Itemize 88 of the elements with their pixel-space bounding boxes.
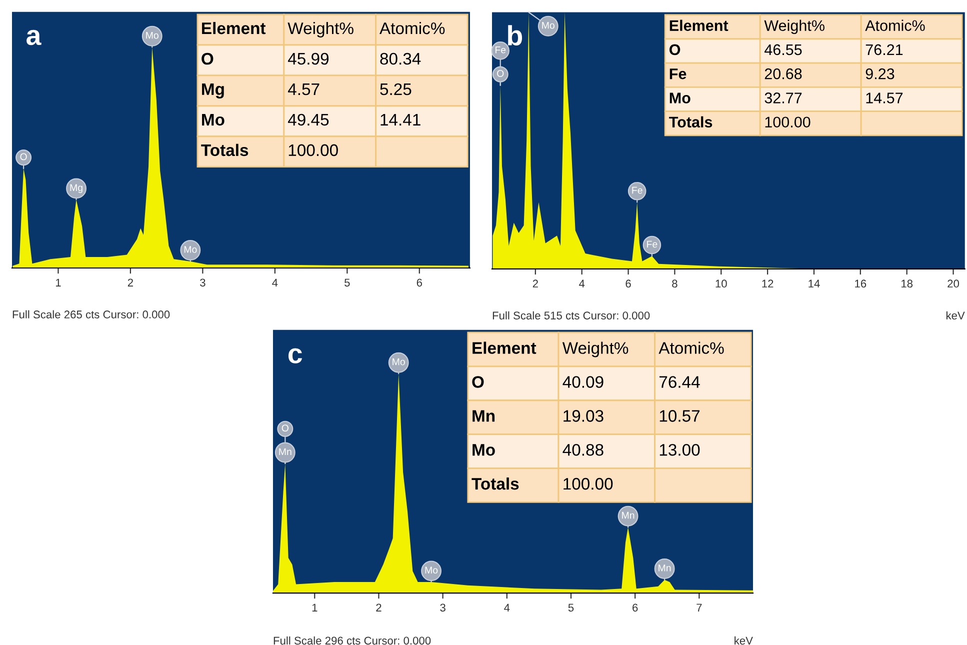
annotation: Fe: [495, 46, 506, 54]
annotation: Mo: [472, 444, 495, 456]
annotation: Totals: [472, 477, 519, 490]
annotation: Mo: [425, 566, 438, 574]
x-tick-label: 18: [902, 280, 913, 288]
x-tick-label: 3: [200, 278, 206, 287]
annotation: Mo: [146, 32, 158, 39]
x-tick-label: 12: [762, 280, 774, 288]
text: Element: [472, 342, 536, 354]
x-tick-label: 8: [672, 280, 678, 288]
annotation: Fe: [647, 240, 658, 248]
annotation: 14.41: [380, 114, 420, 126]
annotation: 100.00: [765, 116, 810, 128]
x-tick-label: 4: [272, 278, 278, 286]
text: Element: [202, 22, 266, 34]
annotation: Fe: [632, 186, 642, 194]
annotation: Mn: [622, 512, 634, 519]
x-tick-label: 6: [632, 604, 638, 612]
annotation: 20.68: [764, 68, 802, 80]
annotation: 32.77: [764, 92, 802, 104]
annotation: 14.57: [866, 92, 903, 104]
x-tick-label: 4: [579, 280, 585, 288]
x-tick-label: 7: [696, 604, 702, 612]
x-tick-label: 6: [626, 280, 631, 288]
annotation: Mn: [279, 448, 292, 456]
annotation: 9.23: [866, 68, 894, 80]
x-tick-label: 3: [440, 604, 446, 612]
x-axis-title: keV: [946, 311, 965, 320]
annotation: 40.88: [562, 444, 604, 456]
annotation: 45.99: [288, 52, 329, 65]
annotation: Mg: [70, 184, 82, 193]
text: Atomic%: [380, 22, 445, 34]
annotation: 49.45: [288, 114, 329, 126]
annotation: O: [282, 424, 288, 432]
x-tick-label: 10: [716, 280, 727, 288]
annotation: Mo: [184, 246, 197, 253]
x-tick-label: 14: [808, 280, 820, 288]
annotation: O: [472, 376, 484, 388]
chart-title: a: [26, 30, 42, 46]
annotation: Fe: [670, 68, 686, 80]
annotation: 4.57: [288, 84, 320, 96]
chart-title: b: [508, 25, 522, 46]
annotation: O: [670, 44, 680, 56]
x-tick-label: 20: [948, 280, 960, 288]
annotation: 76.21: [866, 44, 903, 56]
annotation: Mn: [472, 410, 495, 422]
annotation: 10.57: [660, 410, 700, 422]
chart-title: c: [288, 348, 302, 364]
annotation: 19.03: [564, 410, 604, 422]
annotation: Element: [670, 20, 728, 31]
annotation: Mg: [202, 83, 224, 98]
text: Full Scale 265 cts Cursor: 0.000: [12, 310, 170, 318]
annotation: 100.00: [288, 144, 338, 156]
annotation: 40.09: [562, 376, 604, 388]
text: Full Scale 296 cts Cursor: 0.000: [274, 636, 431, 645]
x-tick-label: 6: [416, 278, 422, 287]
x-tick-label: 1: [56, 278, 61, 286]
annotation: O: [497, 70, 504, 77]
annotation: Mn: [658, 564, 671, 572]
x-tick-label: 4: [504, 604, 510, 612]
annotation: O: [202, 52, 214, 65]
x-tick-label: 16: [855, 280, 866, 288]
annotation: Totals: [669, 116, 712, 128]
annotation: O: [20, 153, 27, 160]
annotation: 13.00: [660, 444, 700, 456]
annotation: Mo: [392, 358, 405, 366]
annotation: Totals: [201, 144, 248, 156]
x-tick-label: 2: [376, 604, 382, 612]
annotation: Mo: [202, 114, 224, 126]
text: Weight%: [288, 22, 354, 38]
annotation: Atomic%: [865, 20, 925, 31]
annotation: Mo: [542, 22, 554, 29]
text: Weight%: [562, 342, 628, 358]
x-tick-label: 2: [532, 280, 538, 288]
x-tick-label: 5: [344, 278, 350, 287]
annotation: Mo: [670, 92, 690, 104]
x-tick-label: 1: [312, 604, 318, 612]
x-tick-label: 2: [128, 278, 133, 286]
annotation: 80.34: [380, 52, 421, 65]
annotation: 100.00: [564, 478, 613, 490]
text: Atomic%: [658, 342, 724, 354]
annotation: Weight%: [764, 20, 824, 34]
annotation: 76.44: [659, 376, 700, 388]
x-axis-title: keV: [734, 636, 753, 645]
annotation: 46.55: [764, 44, 802, 56]
text: Full Scale 515 cts Cursor: 0.000: [492, 311, 650, 320]
x-tick-label: 5: [568, 604, 574, 612]
annotation: 5.25: [380, 83, 412, 96]
